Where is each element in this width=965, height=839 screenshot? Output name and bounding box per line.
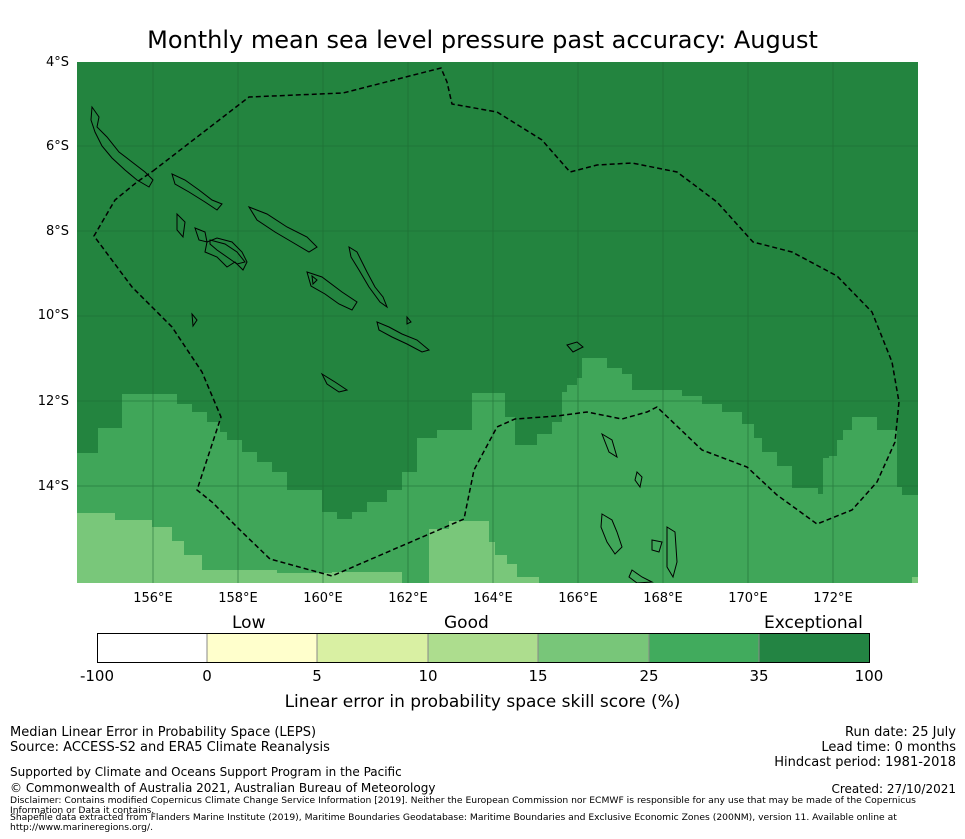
x-tick-164e: 164°E [473, 591, 513, 606]
colorbar-tick: 25 [639, 667, 659, 685]
footer-disclaimer: Disclaimer: Contains modified Copernicus… [10, 795, 916, 816]
x-tick-168e: 168°E [643, 591, 683, 606]
y-tick-6s: 6°S [45, 139, 69, 154]
footer-lead-time: Lead time: 0 months [821, 740, 956, 755]
footer-copyright: © Commonwealth of Australia 2021, Austra… [10, 781, 436, 795]
colorbar-swatch-0-5 [207, 633, 317, 663]
skill-map [77, 62, 918, 583]
footer-support: Supported by Climate and Oceans Support … [10, 765, 402, 779]
eez-boundary [93, 67, 900, 577]
colorbar-label: Linear error in probability space skill … [284, 692, 681, 712]
coastlines [90, 105, 678, 583]
colorbar [97, 633, 870, 663]
y-tick-10s: 10°S [37, 308, 69, 323]
good-band-25-35 [77, 358, 918, 583]
colorbar-category-good: Good [444, 613, 489, 633]
colorbar-tick: 35 [749, 667, 769, 685]
colorbar-swatch-neg100-0 [97, 633, 207, 663]
colorbar-swatch-15-25 [538, 633, 649, 663]
good-band-15-25 [77, 513, 918, 583]
colorbar-tick: 5 [312, 667, 322, 685]
footer-source: Source: ACCESS-S2 and ERA5 Climate Reana… [10, 740, 330, 755]
y-tick-14s: 14°S [37, 479, 69, 494]
x-tick-172e: 172°E [813, 591, 853, 606]
colorbar-swatch-35-100 [759, 633, 869, 663]
footer-created: Created: 27/10/2021 [831, 782, 956, 796]
y-tick-8s: 8°S [45, 224, 69, 239]
footer-leps: Median Linear Error in Probability Space… [10, 725, 317, 740]
chart-title: Monthly mean sea level pressure past acc… [147, 26, 818, 54]
colorbar-category-low: Low [232, 613, 266, 633]
colorbar-swatch-10-15 [428, 633, 538, 663]
colorbar-tick: 0 [202, 667, 212, 685]
colorbar-tick: 100 [854, 667, 884, 685]
colorbar-tick: 15 [528, 667, 548, 685]
x-tick-162e: 162°E [388, 591, 428, 606]
y-tick-4s: 4°S [45, 55, 69, 70]
colorbar-tick: 10 [418, 667, 438, 685]
colorbar-category-exceptional: Exceptional [764, 613, 863, 633]
y-tick-12s: 12°S [37, 394, 69, 409]
colorbar-swatch-25-35 [649, 633, 759, 663]
colorbar-tick: -100 [79, 667, 115, 685]
x-tick-158e: 158°E [218, 591, 258, 606]
x-tick-160e: 160°E [303, 591, 343, 606]
x-tick-166e: 166°E [558, 591, 598, 606]
footer-hindcast-period: Hindcast period: 1981-2018 [774, 755, 956, 770]
footer-run-date: Run date: 25 July [845, 725, 956, 740]
x-tick-170e: 170°E [728, 591, 768, 606]
x-tick-156e: 156°E [133, 591, 173, 606]
footer-shapefile: Shapefile data extracted from Flanders M… [10, 812, 897, 833]
colorbar-swatch-5-10 [317, 633, 428, 663]
gridlines [77, 62, 918, 583]
